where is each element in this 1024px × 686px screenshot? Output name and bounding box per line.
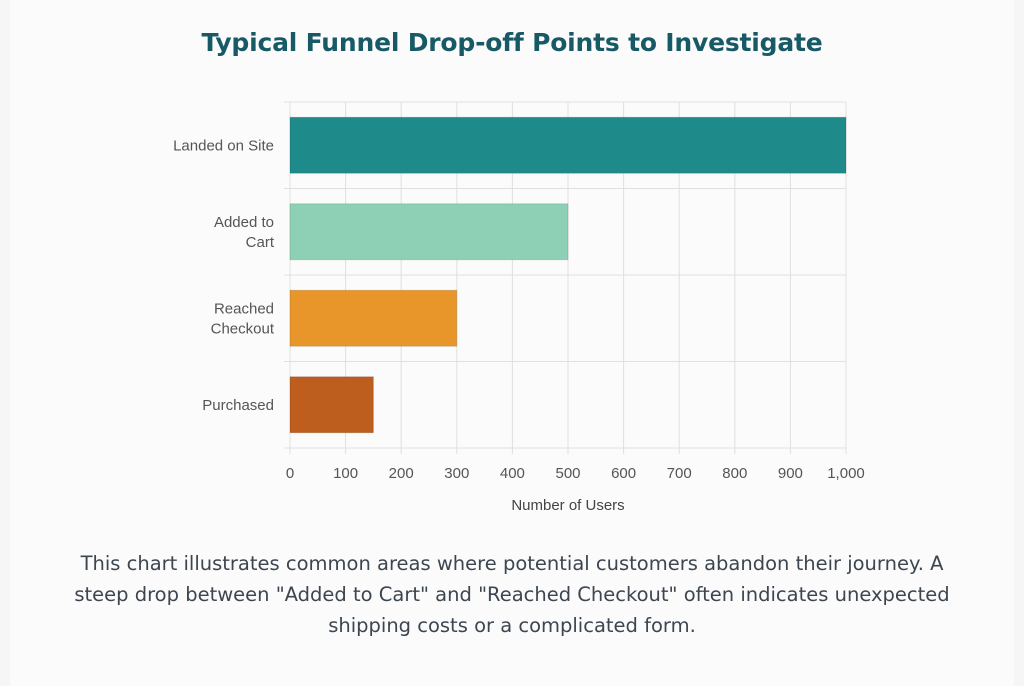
category-label: Landed on Site <box>173 137 274 154</box>
x-tick-label: 500 <box>555 465 580 482</box>
bar-added-to-cart[interactable] <box>289 203 569 261</box>
bar-purchased[interactable] <box>289 376 374 434</box>
category-label: Added to Cart <box>214 214 275 251</box>
x-tick-label: 900 <box>778 465 803 482</box>
x-tick-label: 0 <box>286 465 294 482</box>
bar-reached-checkout[interactable] <box>289 289 458 347</box>
y-axis-categories: Landed on Site Added to Cart Reached Checkou… <box>173 137 275 414</box>
category-label-line: Purchased <box>202 397 274 414</box>
category-label: Reached Checkout <box>211 300 275 337</box>
x-tick-label: 700 <box>667 465 692 482</box>
x-axis-title: Number of Users <box>511 497 624 514</box>
category-label-line: Landed on Site <box>173 137 274 154</box>
x-axis-ticks: 0 100 200 300 400 500 600 700 800 900 1,000 <box>286 465 865 482</box>
category-label-line: Reached <box>214 300 274 317</box>
x-tick-label: 100 <box>333 465 358 482</box>
x-tick-label: 1,000 <box>827 465 865 482</box>
category-label-line: Checkout <box>211 320 275 337</box>
category-label: Purchased <box>202 397 274 414</box>
bar-landed-on-site[interactable] <box>289 116 847 174</box>
chart-caption: This chart illustrates common areas wher… <box>74 552 950 637</box>
x-tick-label: 600 <box>611 465 636 482</box>
x-tick-label: 800 <box>722 465 747 482</box>
x-tick-label: 200 <box>389 465 414 482</box>
category-label-line: Cart <box>246 234 275 251</box>
x-tick-label: 400 <box>500 465 525 482</box>
chart-title: Typical Funnel Drop-off Points to Invest… <box>201 28 823 57</box>
bar-chart: 0 100 200 300 400 500 600 700 800 900 1,000 Landed… <box>173 101 865 514</box>
bars <box>289 116 847 434</box>
category-label-line: Added to <box>214 214 274 231</box>
x-tick-label: 300 <box>444 465 469 482</box>
